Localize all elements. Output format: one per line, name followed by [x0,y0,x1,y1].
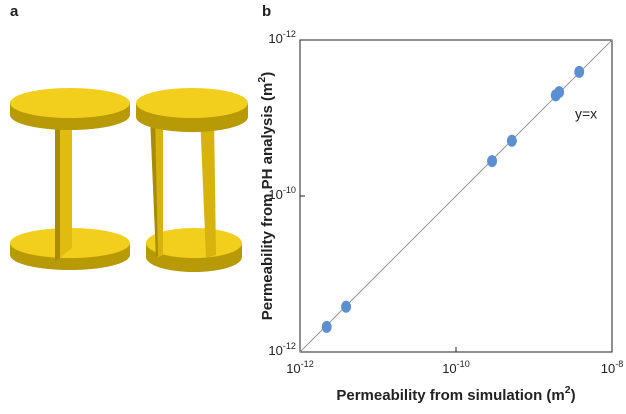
x-axis-label: Permeability from simulation (m2) [336,384,575,404]
x-tick-label: 10-8 [601,359,624,376]
annotation: y=x [575,106,597,122]
y-axis-label: Permeability from PH analysis (m2) [256,72,276,320]
x-tick-label: 10-12 [286,359,314,376]
panel-label: a [10,3,19,20]
point [341,300,352,313]
point [574,65,585,78]
point [506,134,517,147]
strut-illustration [10,88,248,272]
y-tick-label: 10-12 [268,29,296,46]
x-tick-label: 10-10 [442,359,470,376]
point [487,155,498,168]
y-tick-label: 10-10 [268,185,296,202]
y-tick-label: 10-12 [268,341,296,358]
point [321,320,332,333]
point [554,86,565,99]
panel-label: b [262,3,271,20]
